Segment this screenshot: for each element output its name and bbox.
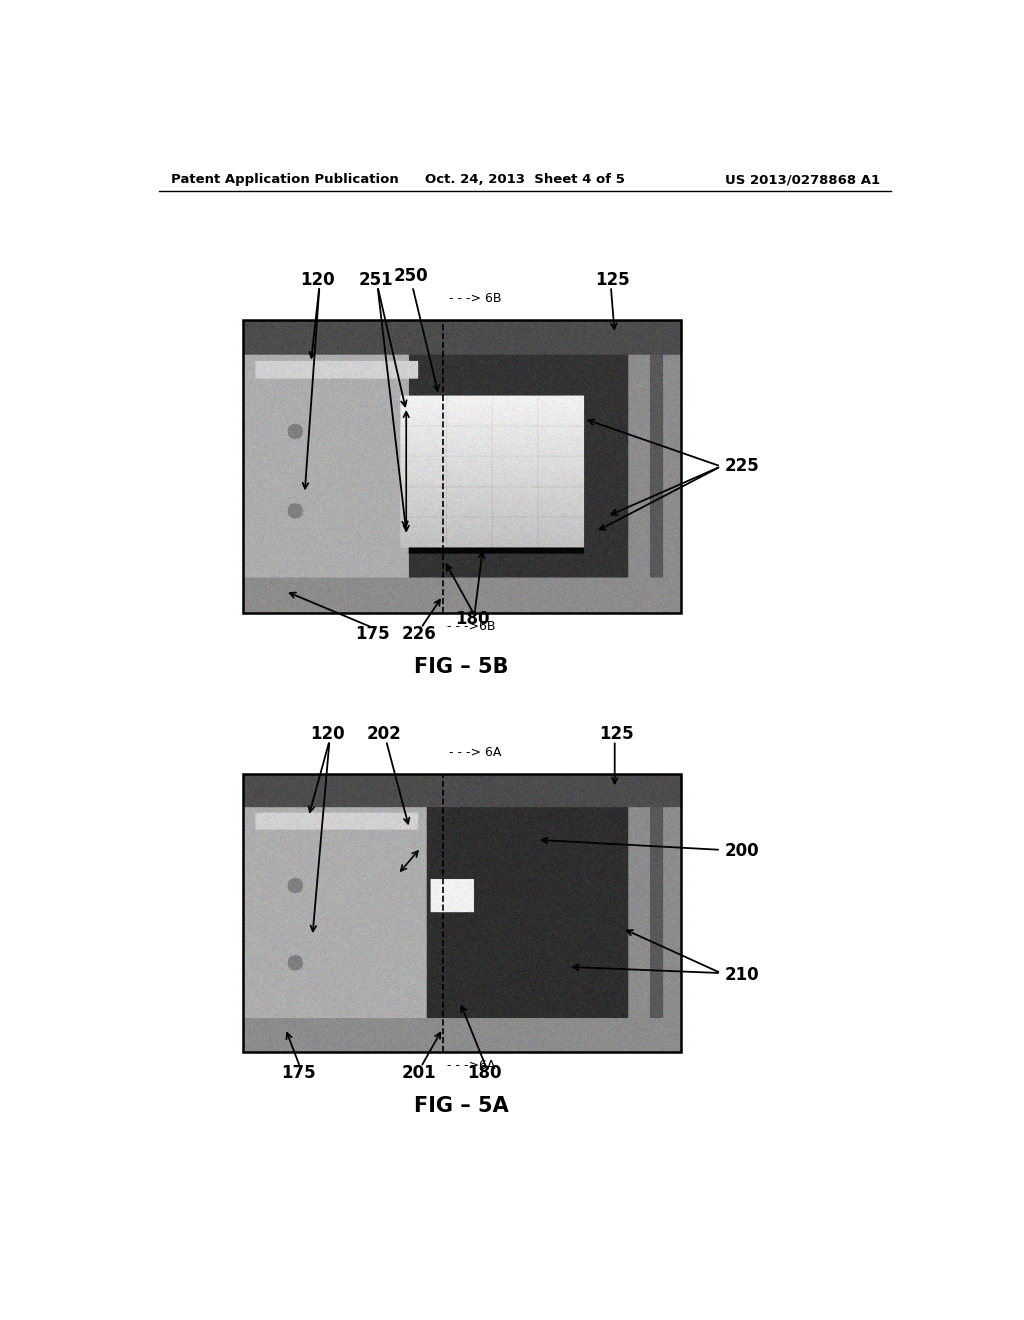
Text: 226: 226 [401, 626, 436, 643]
Bar [243, 321, 681, 612]
Text: - - -> 6A: - - -> 6A [449, 746, 501, 759]
Text: 125: 125 [599, 726, 634, 743]
Text: 201: 201 [401, 1064, 436, 1082]
Text: 210: 210 [725, 966, 760, 983]
Text: FIG – 5B: FIG – 5B [414, 656, 509, 677]
Text: Patent Application Publication: Patent Application Publication [171, 173, 398, 186]
Text: 250: 250 [393, 267, 428, 285]
Text: - - ->6A: - - ->6A [446, 1059, 495, 1072]
Text: 125: 125 [595, 271, 630, 289]
Text: FIG – 5A: FIG – 5A [414, 1096, 509, 1115]
Bar [243, 775, 681, 1052]
Text: 180: 180 [467, 1064, 502, 1082]
Text: - - -> 6B: - - -> 6B [449, 292, 502, 305]
Text: 180: 180 [456, 610, 490, 628]
Text: 202: 202 [367, 726, 401, 743]
Text: 175: 175 [354, 626, 389, 643]
Text: US 2013/0278868 A1: US 2013/0278868 A1 [725, 173, 880, 186]
Text: 120: 120 [310, 726, 345, 743]
Text: 120: 120 [301, 271, 335, 289]
Text: 200: 200 [725, 842, 760, 861]
Text: - - ->6B: - - ->6B [446, 620, 495, 634]
Text: 225: 225 [725, 458, 760, 475]
Text: 251: 251 [358, 271, 393, 289]
Text: Oct. 24, 2013  Sheet 4 of 5: Oct. 24, 2013 Sheet 4 of 5 [425, 173, 625, 186]
Text: 175: 175 [282, 1064, 315, 1082]
